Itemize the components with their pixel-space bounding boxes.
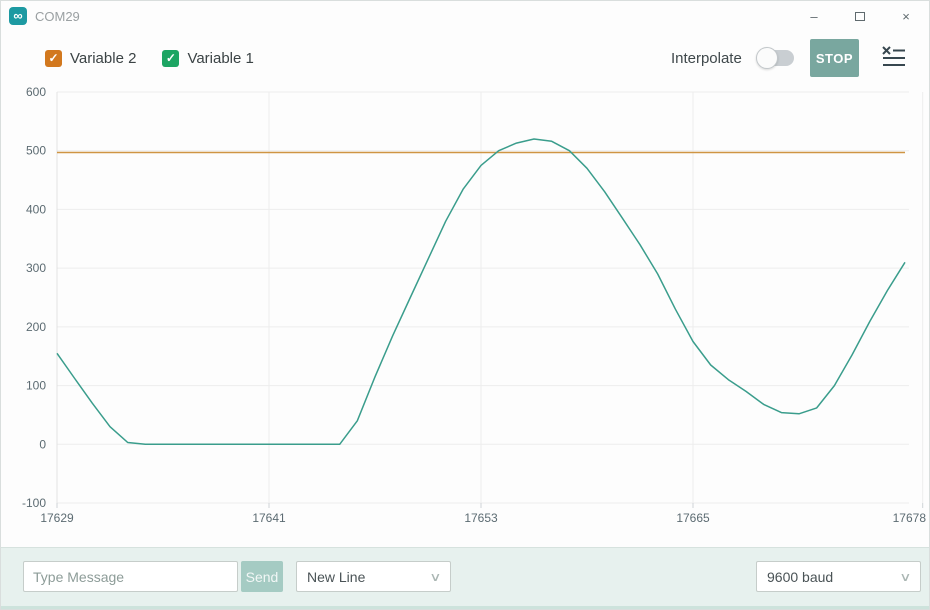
stop-button[interactable]: STOP	[809, 39, 859, 77]
clear-list-icon	[882, 45, 905, 66]
variable-1-checkbox[interactable]: ✓	[162, 49, 180, 67]
svg-text:600: 600	[26, 85, 46, 99]
window-title: COM29	[35, 8, 80, 24]
svg-text:200: 200	[26, 320, 46, 334]
svg-text:17629: 17629	[40, 511, 74, 525]
baud-rate-select[interactable]: 9600 baud ∨	[756, 561, 921, 592]
message-input[interactable]	[23, 561, 238, 592]
arduino-app-icon: ∞	[9, 7, 27, 25]
plotter-toolbar: ✓ Variable 2 ✓ Variable 1 Interpolate ST…	[1, 37, 929, 79]
line-ending-value: New Line	[307, 568, 366, 585]
svg-text:17653: 17653	[464, 511, 498, 525]
maximize-icon	[855, 11, 865, 21]
clear-plot-button[interactable]	[881, 45, 907, 72]
svg-text:0: 0	[39, 437, 46, 451]
toggle-knob	[755, 47, 778, 69]
legend-item-variable-2[interactable]: ✓ Variable 2	[45, 49, 137, 67]
svg-text:300: 300	[26, 261, 46, 275]
toolbar-right: Interpolate STOP	[671, 37, 907, 79]
message-bar: Send New Line ∨ 9600 baud ∨	[1, 547, 929, 609]
window-controls: – ×	[791, 1, 929, 31]
variable-2-checkbox[interactable]: ✓	[45, 49, 62, 67]
svg-text:500: 500	[26, 144, 46, 158]
svg-text:17678: 17678	[893, 511, 927, 525]
svg-text:400: 400	[26, 202, 46, 216]
maximize-button[interactable]	[837, 1, 883, 31]
chevron-down-icon: ∨	[429, 569, 442, 584]
variable-2-label: Variable 2	[70, 49, 137, 67]
svg-text:-100: -100	[22, 496, 46, 510]
interpolate-label: Interpolate	[670, 49, 742, 67]
variable-1-label: Variable 1	[187, 49, 254, 67]
legend-item-variable-1[interactable]: ✓ Variable 1	[162, 49, 254, 67]
titlebar: ∞ COM29 – ×	[1, 1, 929, 31]
svg-text:100: 100	[26, 379, 46, 393]
send-button[interactable]: Send	[241, 561, 283, 592]
svg-text:17665: 17665	[676, 511, 710, 525]
chevron-down-icon: ∨	[899, 569, 912, 584]
series-legend: ✓ Variable 2 ✓ Variable 1	[45, 49, 254, 67]
chart-area: 600 500 400 300 200 100 0 -100 17629 17641 17653 17…	[1, 81, 930, 546]
minimize-button[interactable]: –	[810, 8, 818, 24]
baud-rate-value: 9600 baud	[767, 568, 834, 585]
line-ending-select[interactable]: New Line ∨	[296, 561, 451, 592]
interpolate-toggle[interactable]	[755, 47, 794, 69]
svg-text:17641: 17641	[252, 511, 286, 525]
close-button[interactable]: ×	[902, 8, 910, 24]
